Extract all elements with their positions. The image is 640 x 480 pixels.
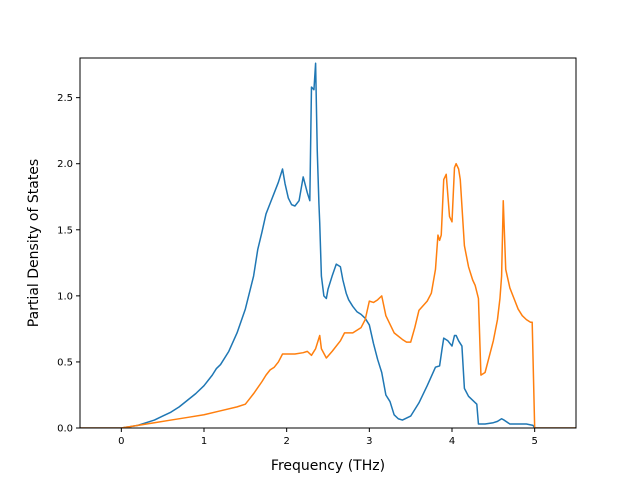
y-tick-label: 0.0 — [57, 424, 73, 435]
y-tick-label: 1.5 — [57, 225, 73, 236]
x-tick-label: 0 — [118, 436, 124, 447]
y-tick-label: 2.0 — [57, 159, 73, 170]
x-tick-label: 2 — [283, 436, 289, 447]
x-tick-label: 1 — [201, 436, 207, 447]
y-tick-label: 0.5 — [57, 357, 73, 368]
series-line-2 — [80, 162, 576, 428]
tick-layer: 0 1 2 3 4 5 0.0 0.5 1.0 1.5 2.0 2.5 — [57, 93, 538, 447]
series-line-1 — [80, 62, 576, 428]
plot-frame — [79, 57, 577, 429]
series-layer — [80, 62, 576, 428]
x-tick-label: 5 — [531, 436, 537, 447]
y-axis-label: Partial Density of States — [26, 159, 42, 327]
y-tick-label: 1.0 — [57, 291, 73, 302]
x-tick-label: 4 — [449, 436, 455, 447]
y-tick-label: 2.5 — [57, 93, 73, 104]
x-axis-label: Frequency (THz) — [271, 458, 385, 474]
x-tick-label: 3 — [366, 436, 372, 447]
